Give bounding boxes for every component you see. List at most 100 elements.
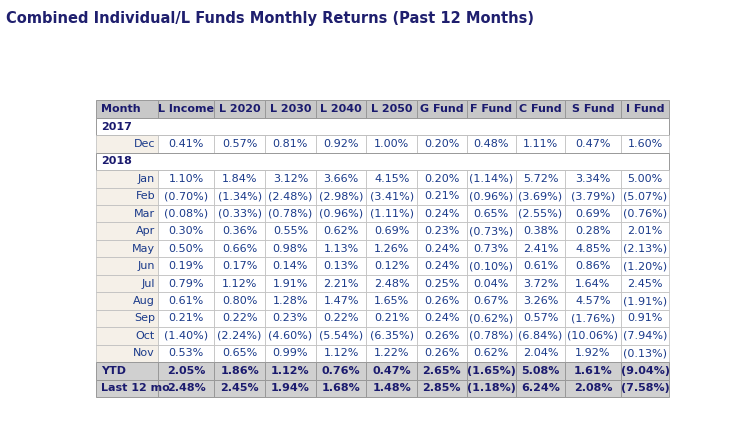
Text: (2.48%): (2.48%) xyxy=(268,191,313,201)
Text: 3.12%: 3.12% xyxy=(273,174,308,184)
Bar xyxy=(417,362,466,379)
Text: 0.92%: 0.92% xyxy=(323,139,359,149)
Text: (7.58%): (7.58%) xyxy=(621,383,669,393)
Bar xyxy=(516,205,565,223)
Text: L 2030: L 2030 xyxy=(270,104,311,114)
Bar xyxy=(621,223,669,240)
Bar xyxy=(621,362,669,379)
Text: (1.18%): (1.18%) xyxy=(467,383,516,393)
Bar xyxy=(621,100,669,118)
Text: 1.47%: 1.47% xyxy=(323,296,359,306)
Text: 0.12%: 0.12% xyxy=(374,261,410,271)
Text: (2.55%): (2.55%) xyxy=(519,209,562,219)
Bar xyxy=(96,327,158,345)
Bar xyxy=(215,310,265,327)
Text: (4.60%): (4.60%) xyxy=(268,331,312,341)
Bar xyxy=(466,240,516,258)
Bar xyxy=(215,223,265,240)
Text: 4.15%: 4.15% xyxy=(374,174,410,184)
Text: 2.04%: 2.04% xyxy=(523,349,558,358)
Text: 0.57%: 0.57% xyxy=(222,139,257,149)
Text: Aug: Aug xyxy=(133,296,155,306)
Text: 0.20%: 0.20% xyxy=(424,139,460,149)
Bar xyxy=(565,240,621,258)
Text: 6.24%: 6.24% xyxy=(521,383,560,393)
Text: 0.30%: 0.30% xyxy=(168,226,204,236)
Bar xyxy=(316,345,367,362)
Text: C Fund: C Fund xyxy=(519,104,562,114)
Text: L 2040: L 2040 xyxy=(320,104,362,114)
Bar xyxy=(565,100,621,118)
Text: 0.65%: 0.65% xyxy=(474,209,509,219)
Text: 1.61%: 1.61% xyxy=(574,366,612,376)
Bar xyxy=(466,188,516,205)
Text: 0.21%: 0.21% xyxy=(168,314,204,323)
Text: 0.80%: 0.80% xyxy=(222,296,257,306)
Text: 0.26%: 0.26% xyxy=(424,349,460,358)
Text: 0.67%: 0.67% xyxy=(474,296,509,306)
Bar xyxy=(265,240,316,258)
Text: 1.12%: 1.12% xyxy=(222,279,257,289)
Text: (1.20%): (1.20%) xyxy=(623,261,667,271)
Bar xyxy=(565,327,621,345)
Text: 4.85%: 4.85% xyxy=(575,244,611,254)
Bar xyxy=(466,345,516,362)
Bar xyxy=(621,292,669,310)
Bar xyxy=(417,135,466,153)
Bar xyxy=(466,223,516,240)
Bar xyxy=(215,292,265,310)
Bar xyxy=(316,292,367,310)
Text: 1.13%: 1.13% xyxy=(323,244,359,254)
Text: 0.86%: 0.86% xyxy=(575,261,611,271)
Bar xyxy=(565,170,621,188)
Bar xyxy=(466,292,516,310)
Bar xyxy=(265,345,316,362)
Text: 1.64%: 1.64% xyxy=(575,279,611,289)
Bar xyxy=(417,292,466,310)
Text: 0.19%: 0.19% xyxy=(168,261,204,271)
Bar xyxy=(158,327,215,345)
Bar xyxy=(96,258,158,275)
Bar xyxy=(466,275,516,292)
Bar xyxy=(265,310,316,327)
Text: 0.62%: 0.62% xyxy=(474,349,509,358)
Text: (1.91%): (1.91%) xyxy=(623,296,667,306)
Bar xyxy=(96,135,158,153)
Bar xyxy=(215,188,265,205)
Bar xyxy=(96,345,158,362)
Bar xyxy=(367,100,417,118)
Text: 1.22%: 1.22% xyxy=(374,349,410,358)
Text: (0.78%): (0.78%) xyxy=(469,331,513,341)
Bar xyxy=(621,188,669,205)
Bar xyxy=(516,223,565,240)
Text: Dec: Dec xyxy=(133,139,155,149)
Bar xyxy=(96,118,669,135)
Bar xyxy=(367,310,417,327)
Text: (7.94%): (7.94%) xyxy=(623,331,668,341)
Text: (5.54%): (5.54%) xyxy=(319,331,363,341)
Bar xyxy=(367,258,417,275)
Bar xyxy=(96,188,158,205)
Text: (0.33%): (0.33%) xyxy=(218,209,261,219)
Text: (1.11%): (1.11%) xyxy=(370,209,413,219)
Bar xyxy=(621,310,669,327)
Text: F Fund: F Fund xyxy=(470,104,513,114)
Bar xyxy=(265,135,316,153)
Bar xyxy=(565,310,621,327)
Text: Jan: Jan xyxy=(138,174,155,184)
Text: (1.76%): (1.76%) xyxy=(571,314,615,323)
Text: (1.40%): (1.40%) xyxy=(164,331,209,341)
Text: I Fund: I Fund xyxy=(626,104,665,114)
Text: Oct: Oct xyxy=(136,331,155,341)
Bar xyxy=(565,292,621,310)
Bar xyxy=(516,100,565,118)
Bar xyxy=(316,100,367,118)
Bar xyxy=(565,135,621,153)
Text: 0.55%: 0.55% xyxy=(273,226,308,236)
Bar xyxy=(96,153,669,170)
Text: 1.68%: 1.68% xyxy=(322,383,361,393)
Text: 2.21%: 2.21% xyxy=(323,279,359,289)
Text: Last 12 mo: Last 12 mo xyxy=(101,383,170,393)
Text: 0.38%: 0.38% xyxy=(523,226,558,236)
Text: 0.36%: 0.36% xyxy=(222,226,257,236)
